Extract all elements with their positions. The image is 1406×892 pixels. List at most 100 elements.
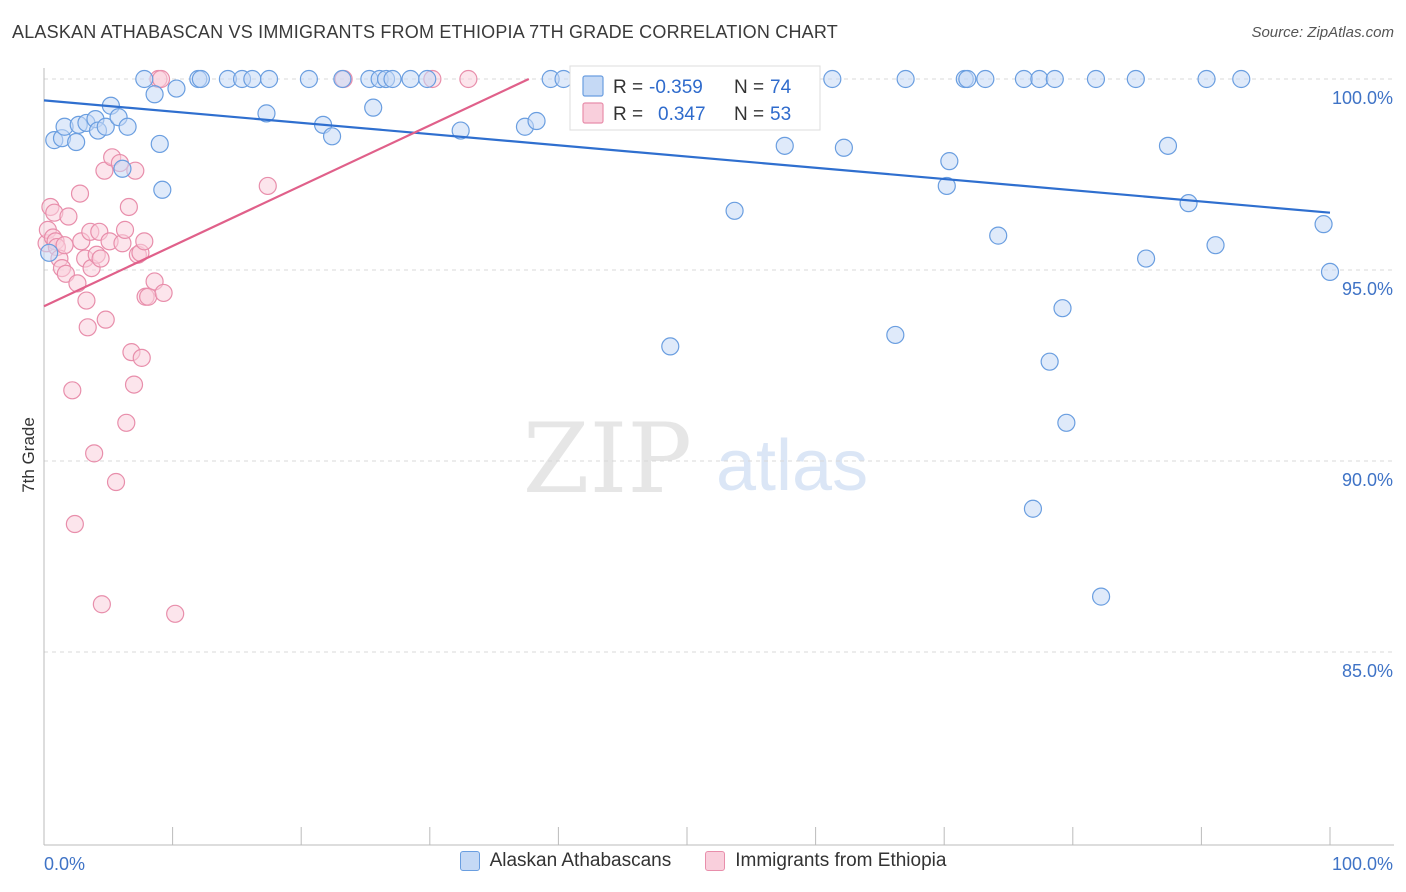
blue-point-0: [40, 243, 59, 262]
y-tick-labels: 100.0% 95.0% 90.0% 85.0%: [1332, 88, 1393, 681]
pink-point-18: [77, 291, 96, 310]
blue-point-15: [145, 85, 164, 104]
pink-point-34: [115, 220, 135, 239]
blue-point-23: [243, 69, 262, 89]
blue-point-26: [299, 69, 319, 89]
pink-point-19: [78, 318, 97, 337]
legend-n-value-pink: 53: [770, 104, 791, 125]
blue-point-73: [1320, 262, 1340, 282]
pink-point-35: [117, 413, 136, 432]
blue-point-57: [1023, 499, 1043, 518]
x-tick-label-max: 100.0%: [1332, 854, 1393, 874]
series-label-ethiopia: Immigrants from Ethiopia: [735, 850, 947, 871]
legend-r-value-pink: 0.347: [658, 104, 706, 125]
blue-point-58: [1030, 69, 1049, 89]
blue-trend-line: [43, 99, 1331, 214]
legend-box: [569, 65, 821, 131]
blue-point-64: [1091, 587, 1111, 606]
legend-r-label-pink: R =: [613, 104, 643, 125]
blue-point-41: [554, 69, 573, 89]
pink-point-45: [139, 287, 158, 306]
watermark-zip: ZIP: [523, 403, 692, 515]
blue-point-31: [364, 98, 383, 117]
blue-point-18: [167, 79, 186, 98]
pink-point-22: [85, 444, 104, 463]
x-axis-ticks: [172, 827, 1331, 845]
series-label-athabascan: Alaskan Athabascans: [489, 850, 672, 871]
pink-point-36: [119, 197, 138, 217]
pink-point-31: [106, 472, 126, 492]
blue-point-47: [834, 138, 853, 157]
pink-point-42: [132, 348, 151, 367]
legend-swatch-pink: [582, 102, 604, 124]
pink-point-28: [96, 310, 115, 329]
series-swatch-pink: [705, 851, 726, 871]
pink-point-48: [151, 69, 171, 89]
blue-point-53: [958, 69, 977, 89]
pink-point-12: [63, 381, 82, 400]
blue-point-36: [418, 69, 437, 89]
blue-point-61: [1040, 352, 1059, 371]
pink-point-9: [55, 236, 74, 255]
blue-point-63: [1086, 69, 1106, 89]
correlation-legend: R = -0.359 N = 74 R = 0.347 N = 53: [569, 65, 821, 131]
blue-point-43: [725, 201, 744, 220]
blue-point-68: [1179, 194, 1198, 213]
blue-point-39: [527, 111, 546, 131]
blue-point-62: [1057, 413, 1076, 432]
blue-point-12: [113, 159, 132, 178]
blue-point-25: [257, 104, 276, 123]
blue-point-49: [896, 69, 915, 89]
blue-point-54: [976, 69, 995, 89]
blue-point-4: [67, 132, 86, 152]
blue-point-55: [989, 226, 1008, 245]
blue-point-20: [191, 69, 210, 89]
blue-point-50: [937, 176, 956, 196]
blue-point-56: [1014, 69, 1034, 89]
series-legend: Alaskan Athabascans Immigrants from Ethi…: [0, 850, 1406, 872]
blue-point-72: [1314, 215, 1333, 234]
pink-point-54: [459, 69, 478, 89]
legend-n-label-pink: N =: [734, 104, 764, 125]
blue-point-13: [118, 117, 137, 136]
blue-point-69: [1197, 69, 1216, 89]
pink-point-13: [65, 514, 84, 534]
blue-point-24: [259, 69, 279, 89]
blue-point-34: [383, 69, 402, 89]
trend-lines: [43, 78, 1331, 308]
blue-point-14: [135, 69, 154, 89]
blue-point-59: [1045, 69, 1064, 89]
chart-source: Source: ZipAtlas.com: [1251, 24, 1394, 41]
pink-point-14: [68, 274, 87, 293]
blue-point-48: [886, 325, 905, 345]
chart-title: ALASKAN ATHABASCAN VS IMMIGRANTS FROM ET…: [12, 22, 838, 42]
pink-point-11: [59, 207, 78, 226]
blue-point-60: [1053, 299, 1072, 318]
pink-point-49: [154, 283, 173, 303]
legend-r-value-blue: -0.359: [649, 77, 703, 98]
watermark-atlas: atlas: [716, 426, 868, 506]
blue-point-65: [1126, 69, 1145, 89]
pink-point-25: [91, 249, 110, 268]
blue-point-67: [1158, 136, 1178, 155]
blue-point-51: [940, 152, 959, 171]
blue-point-28: [322, 127, 342, 146]
pink-point-51: [258, 176, 277, 196]
y-tick-label-100: 100.0%: [1332, 88, 1393, 108]
series-legend-athabascan: Alaskan Athabascans: [459, 850, 672, 872]
pink-point-38: [124, 375, 144, 394]
legend-r-label-blue: R =: [613, 77, 643, 98]
y-axis-label: 7th Grade: [19, 417, 38, 493]
y-tick-label-95: 95.0%: [1342, 279, 1393, 299]
blue-point-71: [1232, 69, 1251, 89]
legend-n-value-blue: 74: [770, 77, 792, 98]
y-tick-label-85: 85.0%: [1342, 661, 1393, 681]
blue-point-42: [661, 337, 680, 356]
legend-n-label-blue: N =: [734, 77, 764, 98]
pink-point-50: [166, 604, 185, 623]
blue-point-16: [150, 134, 169, 154]
pink-point-43: [135, 232, 154, 251]
series-athabascan-points: [40, 69, 1340, 606]
grid-lines: [44, 78, 1394, 653]
